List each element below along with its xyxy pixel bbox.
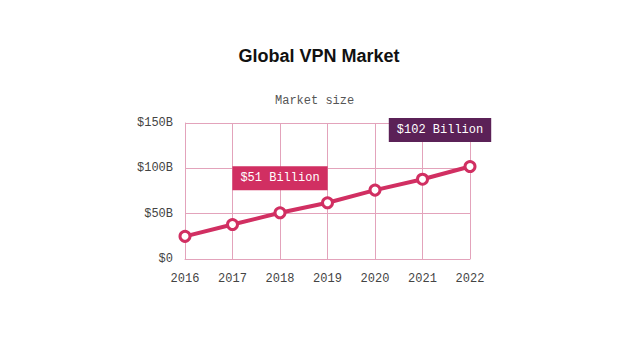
svg-text:Global VPN Market: Global VPN Market — [238, 46, 399, 66]
svg-text:$102 Billion: $102 Billion — [397, 123, 483, 137]
svg-text:2019: 2019 — [313, 272, 342, 286]
svg-text:$51 Billion: $51 Billion — [240, 171, 319, 185]
svg-text:2021: 2021 — [408, 272, 437, 286]
svg-text:$150B: $150B — [137, 116, 173, 130]
svg-text:2022: 2022 — [456, 272, 485, 286]
svg-text:$0: $0 — [159, 252, 173, 266]
svg-text:2017: 2017 — [218, 272, 247, 286]
svg-text:2020: 2020 — [361, 272, 390, 286]
svg-text:$50B: $50B — [144, 207, 173, 221]
svg-text:$100B: $100B — [137, 161, 173, 175]
svg-text:2016: 2016 — [171, 272, 200, 286]
svg-text:2018: 2018 — [266, 272, 295, 286]
svg-text:Market size: Market size — [275, 94, 354, 108]
